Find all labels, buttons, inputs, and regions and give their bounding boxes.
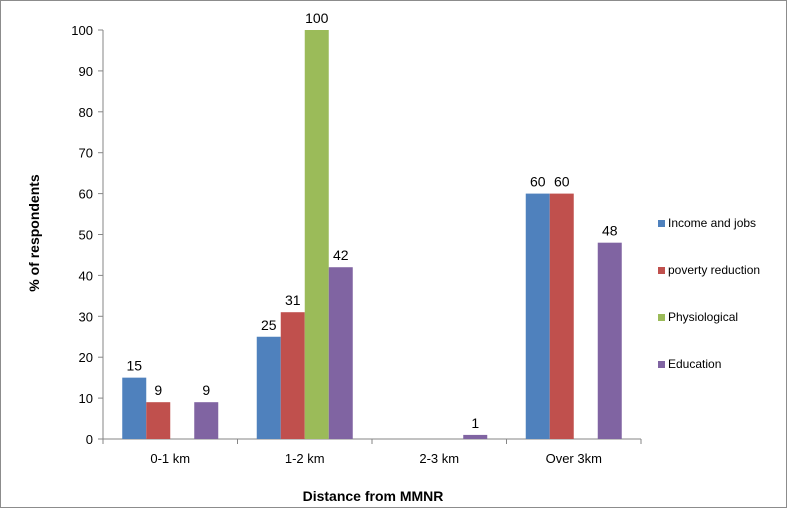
x-tick-label-over-3km: Over 3km xyxy=(546,451,602,466)
bar-education-2-3-km xyxy=(463,434,488,439)
chart-bars xyxy=(122,30,622,439)
y-tick-label: 20 xyxy=(79,350,93,365)
data-label-education-over-3km: 48 xyxy=(602,223,618,239)
y-tick-label: 70 xyxy=(79,146,93,161)
y-tick-label: 10 xyxy=(79,391,93,406)
data-label-poverty-reduction-over-3km: 60 xyxy=(554,174,570,190)
legend-label-physiological: Physiological xyxy=(668,310,738,324)
x-axis-title: Distance from MMNR xyxy=(303,488,444,504)
legend-swatch-poverty-reduction xyxy=(658,267,665,274)
legend-swatch-income-and-jobs xyxy=(658,220,665,227)
data-label-education-1-2-km: 42 xyxy=(333,247,349,263)
y-axis-ticks: 0 10 20 30 40 50 60 70 80 90 100 xyxy=(71,23,103,447)
data-label-income-and-jobs-over-3km: 60 xyxy=(530,174,546,190)
legend-swatch-physiological xyxy=(658,314,665,321)
bar-education-1-2-km xyxy=(328,267,353,439)
bar-income-and-jobs-0-1-km xyxy=(122,377,147,439)
y-tick-label: 0 xyxy=(86,432,93,447)
data-label-income-and-jobs-1-2-km: 25 xyxy=(261,317,277,333)
bar-education-over-3km xyxy=(597,242,622,439)
data-label-poverty-reduction-0-1-km: 9 xyxy=(154,382,162,398)
chart-legend: Income and jobs poverty reduction Physiolo… xyxy=(658,216,760,371)
bar-physiological-1-2-km xyxy=(304,30,329,439)
legend-label-poverty-reduction: poverty reduction xyxy=(668,263,760,277)
y-tick-label: 100 xyxy=(71,23,93,38)
bar-poverty-reduction-over-3km xyxy=(549,193,574,439)
legend-swatch-education xyxy=(658,361,665,368)
x-tick-label-0-1-km: 0-1 km xyxy=(150,451,190,466)
y-tick-label: 30 xyxy=(79,309,93,324)
data-label-income-and-jobs-0-1-km: 15 xyxy=(126,358,142,374)
data-label-education-2-3-km: 1 xyxy=(471,415,479,431)
y-axis-title: % of respondents xyxy=(26,174,42,292)
data-label-poverty-reduction-1-2-km: 31 xyxy=(285,292,301,308)
y-tick-label: 50 xyxy=(79,228,93,243)
legend-label-education: Education xyxy=(668,357,721,371)
y-tick-label: 60 xyxy=(79,187,93,202)
data-labels: 15 9 9 25 31 100 42 1 60 60 48 xyxy=(126,10,617,431)
bar-poverty-reduction-1-2-km xyxy=(280,312,305,439)
bar-education-0-1-km xyxy=(194,402,219,439)
data-label-physiological-1-2-km: 100 xyxy=(305,10,329,26)
y-tick-label: 40 xyxy=(79,268,93,283)
x-tick-label-1-2-km: 1-2 km xyxy=(285,451,325,466)
bar-income-and-jobs-over-3km xyxy=(525,193,550,439)
bar-income-and-jobs-1-2-km xyxy=(256,336,281,439)
x-tick-label-2-3-km: 2-3 km xyxy=(419,451,459,466)
x-axis-ticks: 0-1 km 1-2 km 2-3 km Over 3km xyxy=(102,439,642,466)
y-tick-label: 90 xyxy=(79,64,93,79)
bar-poverty-reduction-0-1-km xyxy=(146,402,171,439)
data-label-education-0-1-km: 9 xyxy=(202,382,210,398)
y-tick-label: 80 xyxy=(79,105,93,120)
legend-label-income-and-jobs: Income and jobs xyxy=(668,216,756,230)
